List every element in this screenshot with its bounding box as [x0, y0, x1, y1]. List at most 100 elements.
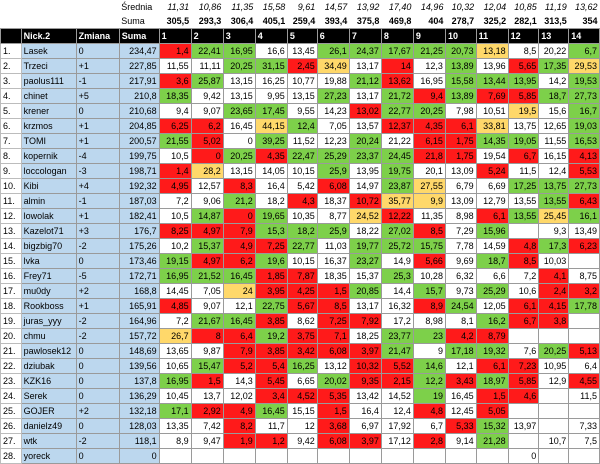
total-cell[interactable]: 172,71 — [118, 268, 160, 284]
score-cell[interactable]: 9,95 — [254, 88, 288, 104]
score-cell[interactable]: 22,77 — [286, 238, 318, 254]
nick-cell[interactable]: lowolak — [20, 208, 77, 224]
score-cell[interactable]: 6,7 — [507, 313, 540, 329]
score-cell[interactable]: 6,08 — [316, 178, 350, 194]
score-cell[interactable]: 13,65 — [158, 343, 192, 359]
score-cell[interactable]: 12,23 — [316, 133, 350, 149]
score-cell[interactable]: 8,79 — [475, 328, 509, 344]
score-cell[interactable]: 24,52 — [348, 208, 382, 224]
score-cell[interactable]: 5,35 — [316, 388, 350, 404]
score-cell[interactable]: 9,9 — [412, 193, 446, 209]
header-suma[interactable]: Suma — [118, 28, 160, 44]
score-cell[interactable]: 9,06 — [190, 193, 224, 209]
score-cell[interactable]: 39,25 — [254, 133, 288, 149]
score-cell[interactable]: 4,9 — [222, 238, 256, 254]
score-cell[interactable]: 7,25 — [316, 313, 350, 329]
score-cell[interactable]: 10,32 — [348, 358, 382, 374]
score-cell[interactable]: 7,33 — [568, 418, 600, 434]
score-cell[interactable]: 11,5 — [568, 388, 600, 404]
nick-cell[interactable]: Lasek — [20, 43, 77, 59]
score-cell[interactable]: 13,44 — [475, 73, 509, 89]
score-cell[interactable]: 18,97 — [475, 373, 509, 389]
score-cell[interactable]: 3,85 — [254, 343, 288, 359]
score-cell[interactable]: 8,5 — [412, 223, 446, 239]
score-cell[interactable]: 14,59 — [475, 238, 509, 254]
total-cell[interactable]: 118,1 — [118, 433, 160, 449]
header-column[interactable]: 4 — [254, 28, 288, 44]
nick-cell[interactable]: Serek — [20, 388, 77, 404]
score-cell[interactable]: 20,25 — [412, 103, 446, 119]
nick-cell[interactable]: GOJER — [20, 403, 77, 419]
score-cell[interactable]: 22,47 — [286, 148, 318, 164]
score-cell[interactable]: 3,42 — [286, 343, 318, 359]
change-cell[interactable]: +3 — [75, 223, 120, 239]
score-cell[interactable]: 13,55 — [507, 208, 540, 224]
total-cell[interactable]: 164,96 — [118, 313, 160, 329]
nick-cell[interactable]: Frey71 — [20, 268, 77, 284]
score-cell[interactable]: 7,25 — [254, 238, 288, 254]
nick-cell[interactable]: almin — [20, 193, 77, 209]
score-cell[interactable]: 13,02 — [348, 103, 382, 119]
score-cell[interactable]: 10,5 — [158, 208, 192, 224]
score-cell[interactable]: 1,5 — [316, 283, 350, 299]
score-cell[interactable]: 12,4 — [380, 403, 414, 419]
score-cell[interactable]: 6,4 — [568, 358, 600, 374]
score-cell[interactable]: 20,24 — [348, 133, 382, 149]
score-cell[interactable]: 15,37 — [348, 268, 382, 284]
score-cell[interactable]: 25,72 — [380, 238, 414, 254]
score-cell[interactable] — [568, 313, 600, 329]
score-cell[interactable]: 8,5 — [316, 298, 350, 314]
change-cell[interactable]: -5 — [75, 268, 120, 284]
score-cell[interactable]: 23 — [412, 328, 446, 344]
score-cell[interactable]: 11,35 — [412, 208, 446, 224]
score-cell[interactable]: 6,1 — [507, 298, 540, 314]
score-cell[interactable]: 33,81 — [475, 118, 509, 134]
score-cell[interactable]: 16,45 — [222, 118, 256, 134]
score-cell[interactable]: 21,72 — [380, 88, 414, 104]
score-cell[interactable]: 18,2 — [286, 223, 318, 239]
total-cell[interactable]: 182,41 — [118, 208, 160, 224]
score-cell[interactable]: 27,23 — [316, 88, 350, 104]
score-cell[interactable] — [507, 223, 540, 239]
score-cell[interactable]: 5,4 — [254, 358, 288, 374]
score-cell[interactable]: 5,02 — [190, 133, 224, 149]
nick-cell[interactable]: kopernik — [20, 148, 77, 164]
score-cell[interactable]: 13,17 — [348, 58, 382, 74]
score-cell[interactable]: 15,96 — [475, 223, 509, 239]
score-cell[interactable]: 8,98 — [444, 208, 477, 224]
score-cell[interactable]: 20,25 — [538, 343, 570, 359]
score-cell[interactable]: 16,37 — [316, 253, 350, 269]
score-cell[interactable]: 10,45 — [158, 388, 192, 404]
score-cell[interactable]: 0 — [190, 148, 224, 164]
score-cell[interactable]: 17,78 — [568, 298, 600, 314]
score-cell[interactable]: 19,15 — [158, 253, 192, 269]
score-cell[interactable]: 12,57 — [190, 178, 224, 194]
score-cell[interactable]: 9,35 — [348, 373, 382, 389]
change-cell[interactable]: +1 — [75, 118, 120, 134]
score-cell[interactable]: 5,45 — [254, 373, 288, 389]
score-cell[interactable]: 16,25 — [254, 73, 288, 89]
score-cell[interactable]: 20,73 — [444, 43, 477, 59]
score-cell[interactable] — [158, 448, 192, 464]
score-cell[interactable]: 23,77 — [380, 328, 414, 344]
score-cell[interactable]: 3,97 — [348, 343, 382, 359]
score-cell[interactable]: 5,65 — [507, 58, 540, 74]
score-cell[interactable]: 14,23 — [316, 103, 350, 119]
score-cell[interactable]: 5,67 — [286, 298, 318, 314]
score-cell[interactable]: 19,32 — [475, 343, 509, 359]
score-cell[interactable]: 14,9 — [380, 253, 414, 269]
score-cell[interactable]: 1,85 — [254, 268, 288, 284]
score-cell[interactable]: 27,73 — [568, 178, 600, 194]
score-cell[interactable]: 16,4 — [348, 403, 382, 419]
score-cell[interactable]: 14,35 — [475, 133, 509, 149]
score-cell[interactable]: 12,2 — [412, 373, 446, 389]
score-cell[interactable]: 13,15 — [222, 73, 256, 89]
score-cell[interactable]: 9,07 — [190, 103, 224, 119]
score-cell[interactable]: 8,62 — [286, 313, 318, 329]
score-cell[interactable]: 13,09 — [444, 193, 477, 209]
score-cell[interactable]: 12,9 — [538, 373, 570, 389]
nick-cell[interactable]: Kibi — [20, 178, 77, 194]
score-cell[interactable]: 4,25 — [286, 283, 318, 299]
header-column[interactable]: 3 — [222, 28, 256, 44]
score-cell[interactable]: 7,05 — [316, 118, 350, 134]
